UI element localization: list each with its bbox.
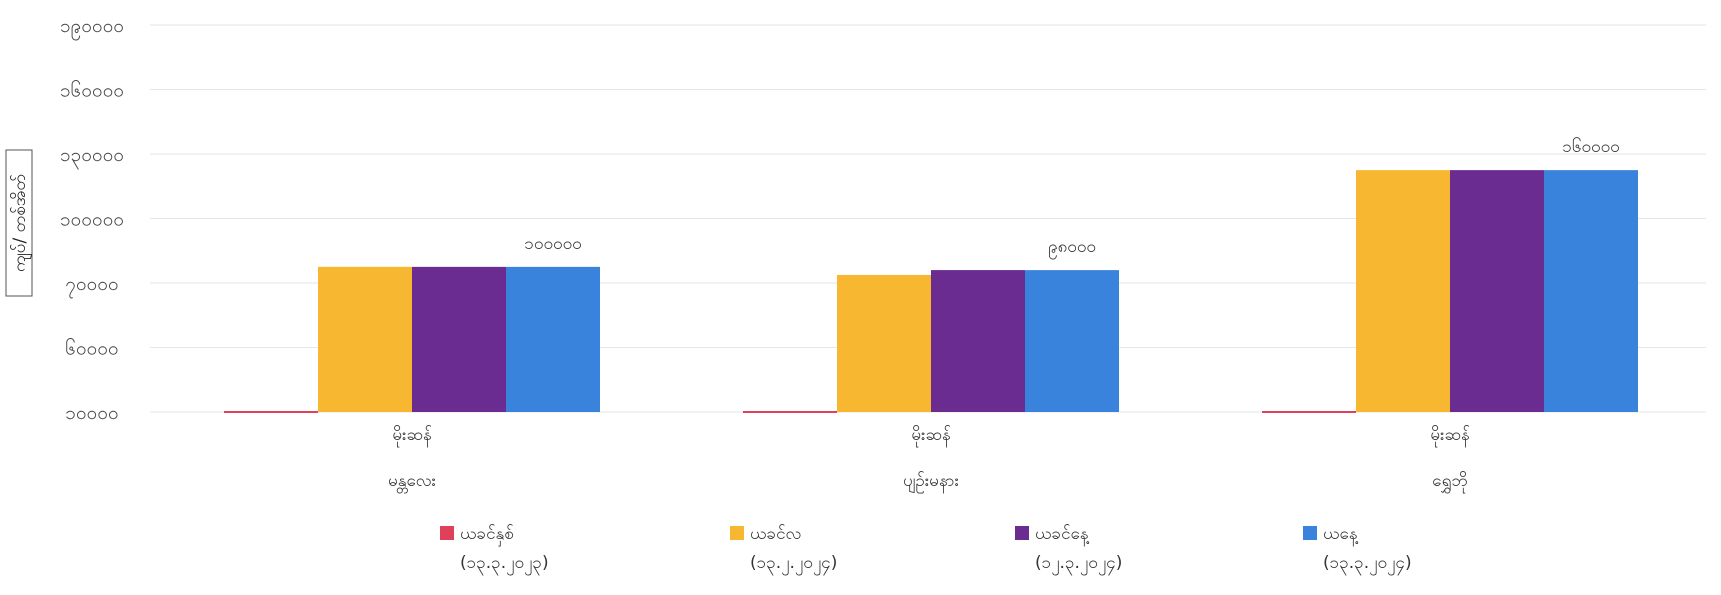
- bar: [1356, 170, 1450, 412]
- legend-label: ယခင်နေ့: [1035, 524, 1089, 547]
- legend-date: (၁၃.၃.၂၀၂၄): [1323, 553, 1412, 576]
- category-label: မိုးဆန်: [911, 425, 950, 448]
- legend-swatch: [1303, 526, 1317, 540]
- y-tick-label: ၆၀၀၀၀: [65, 337, 118, 360]
- bar: [1450, 170, 1544, 412]
- y-tick-label: ၁၀၀၀၀၀: [60, 209, 124, 231]
- legend-swatch: [730, 526, 744, 540]
- bar: [506, 266, 600, 412]
- legend-date: (၁၃.၃.၂၀၂၃): [460, 553, 549, 576]
- legend-date: (၁၃.၂.၂၀၂၄): [750, 553, 837, 576]
- legend-label: ယနေ့: [1323, 524, 1358, 547]
- y-tick-labels: ၁၀၀၀၀ ၆၀၀၀၀ ၇၀၀၀၀ ၁၀၀၀၀၀ ၁၃၀၀၀၀ ၁၆၀၀၀၀ ၁၉၀၀၀၀: [60, 15, 124, 424]
- y-axis-label: ကျပ်/ တစ်အိတ်: [9, 174, 33, 272]
- bars: [224, 170, 1638, 413]
- data-label: ၉၈၀၀၀: [1048, 237, 1096, 260]
- legend-swatch: [1015, 526, 1029, 540]
- y-tick-label: ၁၀၀၀၀: [65, 402, 118, 424]
- y-axis-title: ကျပ်/ တစ်အိတ်: [5, 149, 33, 297]
- data-labels: ၁၀၀၀၀၀ ၉၈၀၀၀ ၁၆၀၀၀၀: [524, 136, 1619, 260]
- data-label: ၁၆၀၀၀၀: [1562, 136, 1619, 157]
- y-tick-label: ၁၃၀၀၀၀: [60, 144, 124, 170]
- category-sublabel: ရွှေဘို: [1432, 471, 1468, 494]
- legend: ယခင်နှစ် (၁၃.၃.၂၀၂၃) ယခင်လ (၁၃.၂.၂၀၂၄) ယခင်န…: [440, 524, 1412, 576]
- legend-date: (၁၂.၃.၂၀၂၄): [1035, 553, 1122, 576]
- legend-swatch: [440, 526, 454, 540]
- legend-label: ယခင်နှစ်: [460, 524, 514, 547]
- bar: [412, 266, 506, 412]
- bar: [318, 266, 412, 412]
- category-sublabel: မန္တလေး: [388, 471, 436, 494]
- category-label: မိုးဆန်: [1430, 425, 1469, 448]
- bar: [931, 270, 1025, 412]
- category-labels: မိုးဆန်မန္တလေး မိုးဆန်ပျဉ်းမနား မိုးဆန်ရွှ…: [388, 425, 1470, 494]
- y-tick-label: ၁၆၀၀၀၀: [60, 79, 124, 102]
- category-sublabel: ပျဉ်းမနား: [903, 471, 959, 494]
- category-label: မိုးဆန်: [392, 425, 431, 448]
- y-tick-label: ၁၉၀၀၀၀: [60, 15, 124, 41]
- bar: [743, 411, 837, 413]
- data-label: ၁၀၀၀၀၀: [524, 234, 581, 254]
- bar: [837, 274, 931, 412]
- legend-label: ယခင်လ: [750, 524, 801, 544]
- bar: [1262, 411, 1356, 413]
- bar: [224, 411, 318, 413]
- y-tick-label: ၇၀၀၀၀: [65, 273, 118, 299]
- bar: [1025, 270, 1119, 412]
- bar: [1544, 170, 1638, 412]
